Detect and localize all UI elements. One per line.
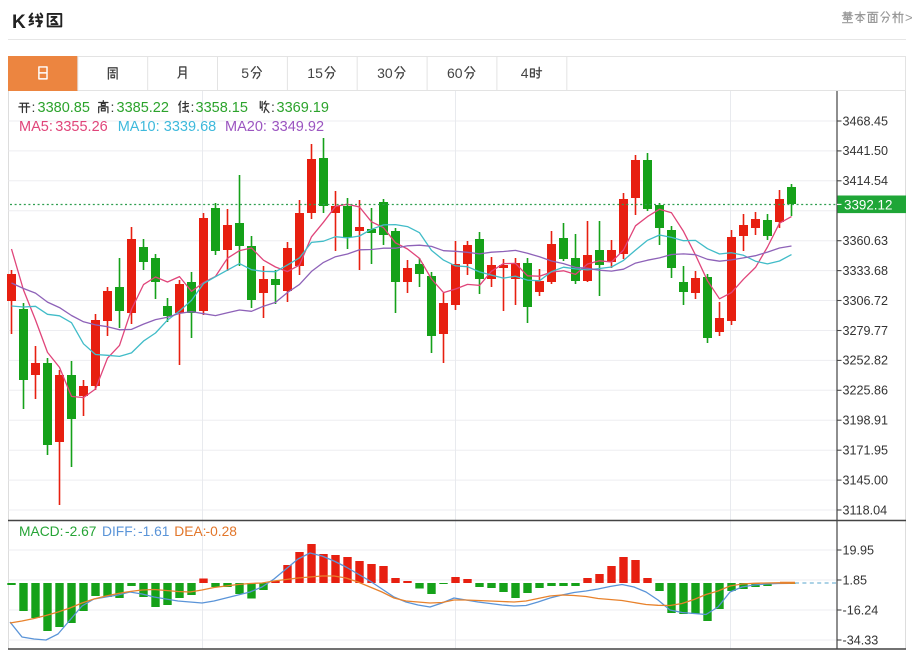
svg-text:19.95: 19.95 <box>843 543 875 557</box>
svg-text:3145.00: 3145.00 <box>843 473 889 487</box>
svg-text:3333.68: 3333.68 <box>843 264 889 278</box>
svg-text:MA10:: MA10: <box>118 119 160 135</box>
svg-text:3198.91: 3198.91 <box>843 414 889 428</box>
svg-text:30: 30 <box>377 65 393 81</box>
svg-text:-16.24: -16.24 <box>843 603 879 617</box>
svg-text:MA5:: MA5: <box>19 119 53 135</box>
svg-text:3385.22: 3385.22 <box>117 100 169 116</box>
svg-text:DEA:: DEA: <box>174 524 206 539</box>
svg-text:3225.86: 3225.86 <box>843 384 889 398</box>
svg-text::: : <box>191 99 195 115</box>
svg-text:>: > <box>905 10 912 25</box>
svg-text:MA20:: MA20: <box>225 119 267 135</box>
svg-text:-1.61: -1.61 <box>138 524 169 539</box>
svg-text:3118.04: 3118.04 <box>843 503 888 517</box>
svg-text:3171.95: 3171.95 <box>843 444 889 458</box>
svg-text:60: 60 <box>447 65 463 81</box>
svg-text:3369.19: 3369.19 <box>277 100 329 116</box>
svg-text:-34.33: -34.33 <box>843 633 879 647</box>
svg-text:3252.82: 3252.82 <box>843 354 889 368</box>
svg-text:3392.12: 3392.12 <box>844 198 892 213</box>
svg-text::: : <box>111 99 115 115</box>
svg-text::: : <box>271 99 275 115</box>
svg-text:-2.67: -2.67 <box>65 524 96 539</box>
svg-text:3279.77: 3279.77 <box>843 324 889 338</box>
svg-text:-0.28: -0.28 <box>206 524 238 539</box>
svg-text:3339.68: 3339.68 <box>164 119 216 135</box>
svg-text:3306.72: 3306.72 <box>843 294 889 308</box>
svg-text:1.85: 1.85 <box>843 573 868 587</box>
svg-text::: : <box>32 99 36 115</box>
svg-text:3358.15: 3358.15 <box>196 100 248 116</box>
svg-text:4: 4 <box>521 65 529 81</box>
svg-text:3468.45: 3468.45 <box>843 114 889 128</box>
svg-text:DIFF:: DIFF: <box>102 524 137 539</box>
svg-text:15: 15 <box>307 65 323 81</box>
svg-text:3349.92: 3349.92 <box>272 119 324 135</box>
svg-text:3380.85: 3380.85 <box>38 100 90 116</box>
svg-text:3441.50: 3441.50 <box>843 144 889 158</box>
svg-text:MACD:: MACD: <box>19 524 63 539</box>
svg-text:3414.54: 3414.54 <box>843 174 889 188</box>
svg-text:5: 5 <box>241 65 249 81</box>
svg-text:3360.63: 3360.63 <box>843 234 889 248</box>
svg-text:K: K <box>12 12 26 33</box>
svg-text:3355.26: 3355.26 <box>55 119 107 135</box>
